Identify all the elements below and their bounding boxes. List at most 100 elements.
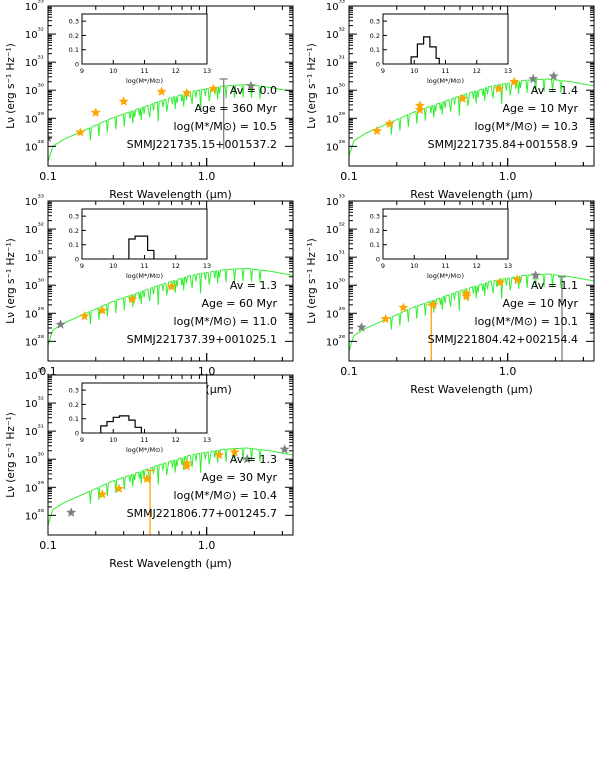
photometry-point: [457, 93, 468, 103]
inset-y-tick-label: 0.3: [69, 213, 79, 221]
photometry-point: [208, 83, 219, 94]
photometry-point: [548, 70, 559, 81]
fit-annotation: Av = 0.0: [230, 84, 277, 97]
photometry-point: [229, 446, 240, 457]
photometry-point: [279, 444, 290, 454]
plot-frame: [348, 5, 595, 167]
fit-annotation: log(M*/M⊙) = 10.5: [174, 120, 277, 133]
fit-annotation: Age = 10 Myr: [502, 297, 578, 310]
inset-x-tick-label: 10: [109, 262, 117, 270]
inset-x-axis-label: log(M*/M⊙): [126, 77, 163, 85]
inset-x-axis-label: log(M*/M⊙): [126, 446, 163, 454]
photometry-point: [428, 299, 439, 310]
y-tick-label: 10³¹: [326, 54, 345, 69]
inset-histogram: [128, 235, 155, 259]
inset-x-tick-label: 9: [80, 67, 84, 75]
y-tick-label: 10³⁰: [326, 277, 345, 292]
inset-y-tick-label: 0: [376, 256, 380, 264]
photometry-point: [372, 125, 382, 136]
inset-x-tick-label: 11: [140, 262, 148, 270]
photometry-point: [156, 86, 167, 96]
y-tick-label: 10²⁸: [326, 138, 345, 153]
x-axis-label: Rest Wavelength (μm): [410, 383, 533, 396]
photometry-point: [118, 96, 129, 106]
inset-x-tick-label: 9: [80, 262, 84, 270]
sed-panel-5: 0.1 1.0 10²⁸ 10²⁹ 10³⁰ 10³¹ 10³² 10³³ Rest Wavel…: [5, 367, 294, 570]
fit-annotation: Av = 1.3: [230, 453, 277, 466]
y-tick-label: 10³³: [25, 0, 44, 13]
fit-annotation: Av = 1.4: [531, 84, 578, 97]
x-tick-label: 1.0: [499, 170, 517, 183]
photometry-point: [398, 302, 409, 312]
photometry-point: [495, 277, 506, 287]
fit-annotation: SMMJ221735.15+001537.2: [127, 138, 277, 151]
y-tick-label: 10³⁰: [25, 82, 44, 97]
photometry-point: [90, 107, 101, 117]
x-axis-label: Rest Wavelength (μm): [109, 557, 232, 570]
y-tick-label: 10³¹: [25, 249, 44, 264]
inset-x-tick-label: 11: [441, 262, 449, 270]
inset-y-tick-label: 0.1: [69, 241, 79, 249]
y-tick-label: 10³³: [326, 193, 345, 208]
inset-y-tick-label: 0.1: [370, 46, 380, 54]
sed-panel-1: 0.1 1.0 10²⁸ 10²⁹ 10³⁰ 10³¹ 10³² 10³³ Rest Wavel…: [5, 0, 294, 201]
photometry-point: [166, 281, 177, 291]
plot-area: [48, 78, 293, 162]
y-tick-label: 10²⁸: [25, 138, 44, 153]
inset-frame: [382, 208, 509, 260]
photometry-point: [97, 305, 108, 315]
inset-x-tick-label: 13: [504, 262, 512, 270]
x-tick-label: 0.1: [39, 539, 57, 552]
y-tick-label: 10²⁹: [25, 110, 44, 125]
photometry-point: [415, 104, 425, 115]
inset-y-tick-label: 0.3: [69, 18, 79, 26]
y-tick-label: 10³²: [326, 221, 345, 236]
photometry-point: [530, 270, 541, 280]
fit-annotation: Age = 30 Myr: [201, 471, 277, 484]
fit-annotation: Av = 1.1: [531, 279, 578, 292]
inset-frame: [81, 13, 208, 65]
inset-x-tick-label: 13: [504, 67, 512, 75]
plot-area: [349, 70, 594, 157]
photometry-point: [512, 274, 523, 284]
y-tick-label: 10²⁸: [326, 333, 345, 348]
photometry-point: [245, 80, 256, 91]
plot-frame: [47, 5, 294, 167]
y-tick-label: 10²⁹: [25, 479, 44, 494]
y-tick-label: 10³¹: [326, 249, 345, 264]
photometry-point: [66, 507, 77, 517]
photometry-point: [214, 449, 225, 460]
inset-x-tick-label: 12: [172, 436, 180, 444]
photometry-point: [461, 291, 472, 301]
y-tick-label: 10³¹: [25, 54, 44, 69]
inset-y-tick-label: 0.3: [370, 213, 380, 221]
fit-annotation: Age = 60 Myr: [201, 297, 277, 310]
photometry-point: [380, 313, 391, 324]
inset-x-tick-label: 9: [80, 436, 84, 444]
inset-frame: [382, 13, 509, 65]
photometry-point: [97, 489, 108, 499]
fit-annotation: Av = 1.3: [230, 279, 277, 292]
inset-x-tick-label: 13: [203, 262, 211, 270]
fit-annotation: log(M*/M⊙) = 10.4: [174, 489, 277, 502]
fit-annotation: SMMJ221737.39+001025.1: [127, 333, 277, 346]
inset-y-tick-label: 0: [75, 61, 79, 69]
inset-y-tick-label: 0.2: [69, 227, 79, 235]
photometry-point: [114, 483, 124, 493]
plot-area: [48, 444, 293, 535]
sed-panel-2: 0.1 1.0 10²⁸ 10²⁹ 10³⁰ 10³¹ 10³² 10³³ Rest Wavel…: [306, 0, 595, 201]
inset-y-tick-label: 0: [376, 61, 380, 69]
inset-y-tick-label: 0.2: [69, 401, 79, 409]
y-tick-label: 10³²: [25, 395, 44, 410]
photometry-point: [141, 473, 152, 484]
fit-annotation: Age = 10 Myr: [502, 102, 578, 115]
y-axis-label: Lν (erg s⁻¹ Hz⁻¹): [306, 238, 318, 324]
photometry-point: [356, 322, 367, 332]
inset-x-tick-label: 11: [140, 67, 148, 75]
photometry-point: [127, 294, 138, 304]
inset-frame: [81, 208, 208, 260]
y-tick-label: 10³⁰: [25, 451, 44, 466]
fit-annotation: SMMJ221735.84+001558.9: [428, 138, 578, 151]
inset-y-tick-label: 0.1: [69, 46, 79, 54]
